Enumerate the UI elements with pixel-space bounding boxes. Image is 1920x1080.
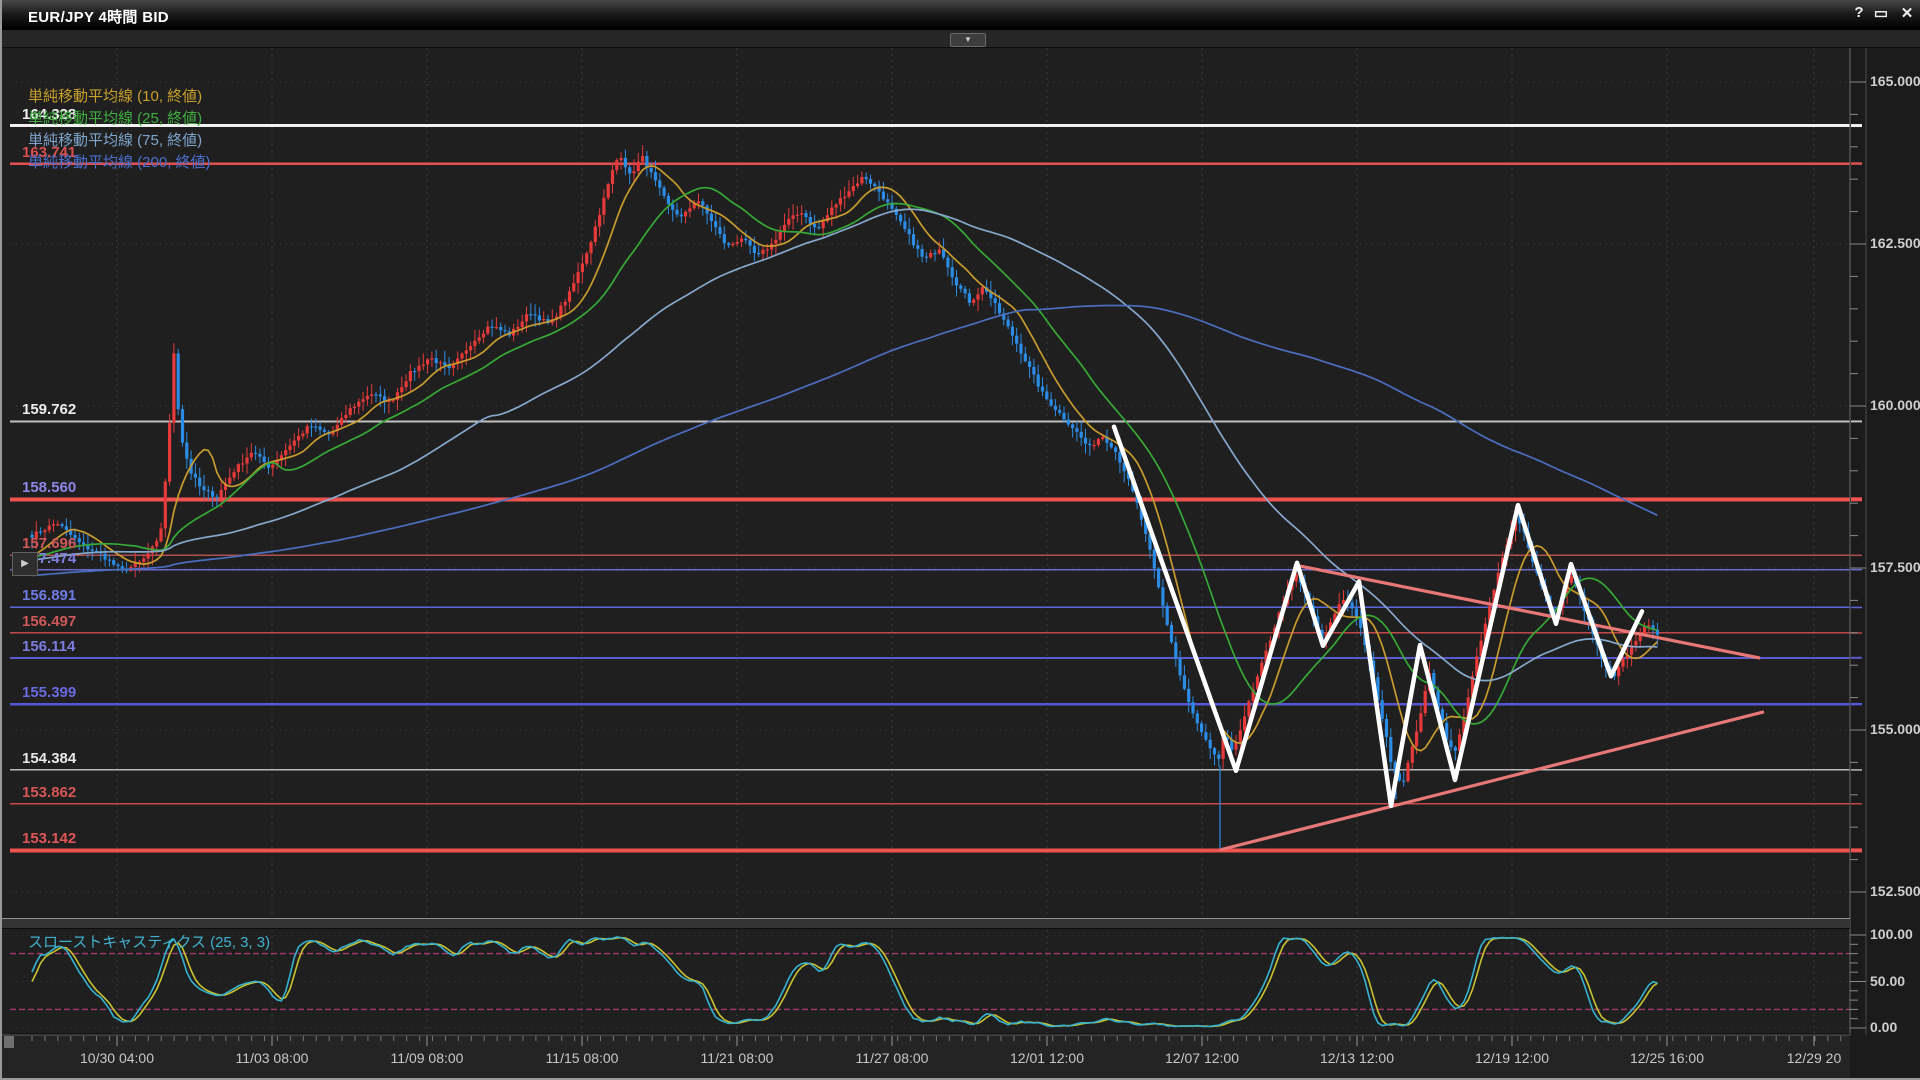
- price-level-label[interactable]: 154.384: [22, 750, 77, 767]
- stochastic-lines: [31, 936, 1658, 1028]
- panel-splitter[interactable]: [2, 918, 1850, 929]
- vertical-gridlines: [116, 48, 1815, 1035]
- scroll-corner: [4, 1036, 14, 1048]
- x-axis-tick-label: 11/21 08:00: [700, 1050, 774, 1066]
- zigzag-drawing[interactable]: [1111, 424, 1645, 809]
- side-panel-expander[interactable]: ▶: [12, 552, 38, 576]
- stoch-axis-tick-label: 0.00: [1870, 1019, 1898, 1035]
- price-level-label[interactable]: 159.762: [22, 401, 77, 418]
- x-axis-ruler[interactable]: [2, 1034, 1850, 1046]
- x-axis-tick-label: 11/03 08:00: [235, 1050, 309, 1066]
- y-axis-tick-label: 162.500: [1870, 235, 1920, 251]
- y-axis-tick-label: 152.500: [1870, 883, 1920, 899]
- stoch-axis-tick-label: 50.00: [1870, 973, 1906, 989]
- y-axis-ruler[interactable]: [1849, 47, 1867, 1035]
- stoch-levels: [10, 952, 1850, 1011]
- maximize-button[interactable]: ▭: [1873, 5, 1889, 22]
- sma-25-line: [31, 186, 1658, 725]
- price-level-label[interactable]: 155.399: [22, 684, 77, 701]
- x-axis-tick-label: 11/15 08:00: [545, 1050, 619, 1066]
- price-level-label[interactable]: 153.142: [22, 830, 77, 847]
- stoch-k-line: [31, 936, 1658, 1028]
- price-level-label[interactable]: 156.891: [22, 587, 77, 604]
- x-axis-tick-label: 10/30 04:00: [80, 1050, 154, 1066]
- x-axis-tick-label: 12/07 12:00: [1165, 1050, 1239, 1066]
- horizontal-gridlines: [10, 81, 1850, 1029]
- y-axis-tick-label: 165.000: [1870, 73, 1920, 89]
- price-level-lines[interactable]: [10, 124, 1862, 853]
- price-level-label[interactable]: 164.328: [22, 106, 77, 123]
- price-level-label[interactable]: 153.862: [22, 784, 77, 801]
- window-title: EUR/JPY 4時間 BID: [28, 9, 169, 26]
- legend-item[interactable]: 単純移動平均線 (10, 終値): [28, 88, 203, 105]
- trendlines[interactable]: [1219, 564, 1765, 852]
- x-axis-tick-label: 11/27 08:00: [855, 1050, 929, 1066]
- help-button[interactable]: ?: [1854, 4, 1864, 21]
- y-axis-tick-label: 160.000: [1870, 397, 1920, 413]
- x-axis-tick-label: 12/19 12:00: [1475, 1050, 1549, 1066]
- moving-averages: [31, 164, 1658, 752]
- legend-item[interactable]: 単純移動平均線 (75, 終値): [28, 132, 203, 149]
- legend-item[interactable]: 単純移動平均線 (25, 終値): [28, 110, 203, 127]
- x-axis-tick-label: 12/25 16:00: [1630, 1050, 1704, 1066]
- sma-75-line: [31, 208, 1658, 682]
- price-level-label[interactable]: 156.497: [22, 613, 77, 630]
- close-button[interactable]: ✕: [1900, 5, 1914, 22]
- y-axis-tick-label: 155.000: [1870, 721, 1920, 737]
- stochastic-indicator-label[interactable]: スローストキャスティクス (25, 3, 3): [28, 934, 271, 951]
- x-axis-tick-label: 12/13 12:00: [1320, 1050, 1394, 1066]
- x-axis-tick-label: 12/01 12:00: [1010, 1050, 1084, 1066]
- stoch-axis-tick-label: 100.00: [1870, 926, 1913, 942]
- sma-10-line: [31, 164, 1658, 752]
- x-axis-tick-label: 11/09 08:00: [390, 1050, 464, 1066]
- price-level-label[interactable]: 158.560: [22, 479, 77, 496]
- sma-200-line: [31, 304, 1658, 577]
- legend-item[interactable]: 単純移動平均線 (200, 終値): [28, 154, 211, 171]
- price-level-label[interactable]: 156.114: [22, 638, 76, 655]
- y-axis-tick-label: 157.500: [1870, 559, 1920, 575]
- indicator-legend[interactable]: 単純移動平均線 (10, 終値) 単純移動平均線 (25, 終値) 単純移動平均線 …: [28, 86, 211, 174]
- chart-dropdown-button[interactable]: ▼: [950, 33, 986, 47]
- price-level-label[interactable]: 157.696: [22, 535, 77, 552]
- price-level-label[interactable]: 163.741: [22, 144, 77, 161]
- x-axis-tick-label: 12/29 20: [1786, 1050, 1842, 1066]
